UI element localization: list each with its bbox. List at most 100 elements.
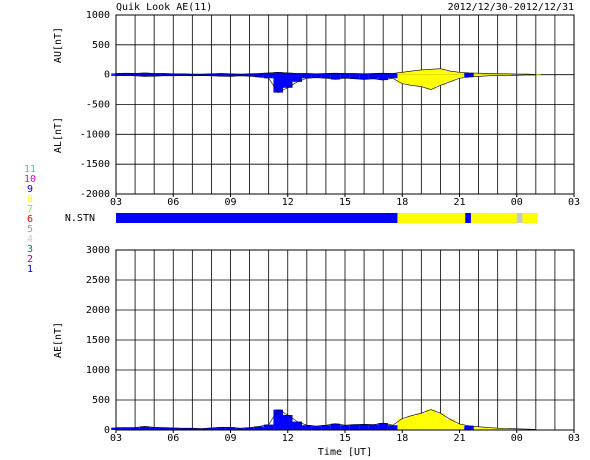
legend-entry: 4 [27, 234, 33, 245]
area-slice [292, 421, 303, 430]
area-slice [445, 419, 455, 430]
y-tick-label: 1000 [86, 10, 110, 21]
area-slice [359, 73, 369, 75]
series-outline [115, 74, 536, 93]
area-slice [321, 74, 331, 79]
y-tick-label: -1000 [80, 129, 110, 140]
x-tick-label: 06 [167, 433, 179, 444]
area-slice [225, 73, 236, 75]
area-slice [311, 73, 322, 75]
area-slice [130, 427, 140, 430]
area-slice [464, 425, 474, 430]
station-segment [397, 213, 466, 223]
area-slice [511, 428, 522, 430]
area-slice [149, 427, 159, 430]
station-segment [116, 213, 398, 223]
area-slice [378, 73, 388, 75]
chart-subtitle: 2012/12/30-2012/12/31 [448, 2, 574, 13]
legend-entry: 6 [27, 214, 33, 225]
area-slice [302, 74, 312, 79]
area-slice [139, 74, 150, 77]
area-slice [340, 74, 350, 79]
area-slice [359, 74, 369, 80]
area-slice [368, 73, 379, 75]
x-tick-label: 21 [453, 197, 465, 208]
area-slice [311, 426, 322, 430]
area-slice [416, 69, 427, 75]
area-slice [139, 426, 150, 430]
x-tick-label: 03 [110, 197, 122, 208]
y-tick-label: -1500 [80, 159, 110, 170]
area-slice [502, 73, 512, 75]
area-slice [273, 409, 283, 430]
area-slice [168, 73, 179, 75]
area-slice [225, 427, 236, 430]
area-slice [302, 73, 312, 75]
y-axis-label: AL[nT] [53, 117, 64, 153]
area-slice [263, 424, 274, 430]
area-slice [387, 74, 398, 79]
y-axis-label: AU[nT] [53, 27, 64, 63]
y-tick-label: 500 [92, 395, 110, 406]
area-slice [368, 424, 379, 430]
area-slice [359, 424, 369, 430]
area-slice [426, 69, 436, 75]
area-slice [206, 427, 217, 430]
area-slice [225, 74, 236, 77]
area-slice [244, 427, 255, 430]
station-segment [522, 213, 538, 223]
x-tick-label: 18 [396, 197, 408, 208]
area-slice [130, 74, 140, 76]
x-tick-label: 00 [511, 197, 523, 208]
area-slice [197, 74, 207, 76]
y-tick-label: 1500 [86, 335, 110, 346]
area-slice [349, 74, 360, 79]
y-tick-label: 2000 [86, 305, 110, 316]
area-slice [321, 73, 331, 75]
x-tick-label: 12 [282, 197, 294, 208]
area-slice [397, 72, 408, 75]
x-tick-label: 12 [282, 433, 294, 444]
area-slice [426, 74, 436, 90]
area-slice [206, 73, 217, 75]
area-slice [263, 74, 274, 79]
area-slice [483, 427, 493, 430]
area-slice [445, 71, 455, 75]
legend-entry: 3 [27, 244, 33, 255]
area-slice [130, 73, 140, 75]
area-slice [311, 74, 322, 78]
series-outline [115, 68, 536, 75]
area-slice [407, 71, 417, 75]
x-tick-label: 21 [453, 433, 465, 444]
area-slice [244, 73, 255, 75]
area-slice [368, 74, 379, 79]
area-slice [139, 72, 150, 75]
x-tick-label: 09 [224, 433, 236, 444]
area-slice [216, 74, 226, 77]
area-slice [178, 74, 188, 76]
area-slice [378, 74, 388, 81]
area-slice [254, 73, 264, 75]
area-slice [464, 74, 474, 78]
legend-entry: 2 [27, 254, 33, 265]
area-slice [340, 73, 350, 75]
area-slice [416, 74, 427, 87]
legend-entry: 11 [24, 164, 36, 175]
area-slice [435, 68, 446, 75]
x-tick-label: 15 [339, 197, 351, 208]
legend-entry: 10 [24, 174, 36, 185]
y-tick-label: 500 [92, 40, 110, 51]
area-slice [149, 73, 159, 75]
area-slice [244, 74, 255, 77]
y-tick-label: 1000 [86, 365, 110, 376]
area-slice [473, 73, 484, 75]
y-tick-label: 3000 [86, 245, 110, 256]
x-tick-label: 09 [224, 197, 236, 208]
area-slice [216, 73, 226, 75]
area-slice [168, 74, 179, 76]
area-slice [120, 427, 131, 430]
legend-entry: 7 [27, 204, 33, 215]
area-slice [349, 424, 360, 430]
area-slice [254, 74, 264, 78]
